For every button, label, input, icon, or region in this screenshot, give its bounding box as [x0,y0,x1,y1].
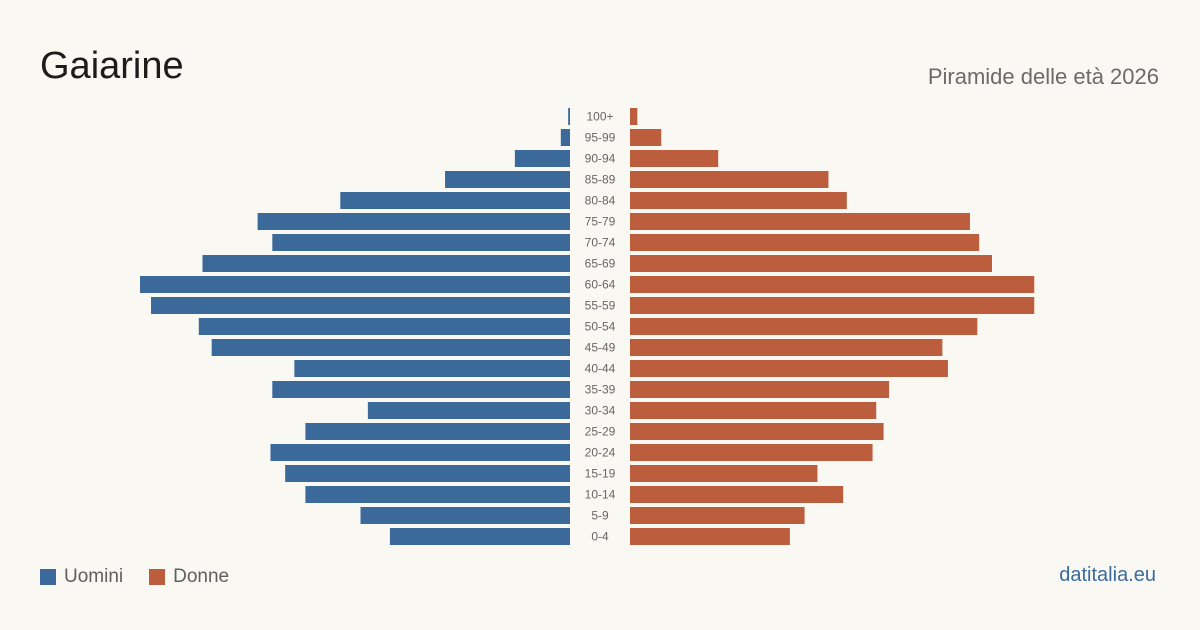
bar-women-90-94 [630,150,719,167]
bar-men-15-19 [285,465,570,482]
bar-men-100plus [568,108,570,125]
bar-women-5-9 [630,507,805,524]
age-label-60-64: 60-64 [585,278,616,292]
bar-women-45-49 [630,339,943,356]
age-label-70-74: 70-74 [585,236,616,250]
age-label-85-89: 85-89 [585,173,616,187]
bar-men-80-84 [340,192,570,209]
brand-link[interactable]: datitalia.eu [1059,564,1156,586]
age-label-0-4: 0-4 [591,530,609,544]
age-label-10-14: 10-14 [585,488,616,502]
bar-men-90-94 [514,150,570,167]
bar-women-100plus [630,108,638,125]
age-label-100plus: 100+ [586,110,613,124]
age-label-20-24: 20-24 [585,446,616,460]
bar-women-70-74 [630,234,980,251]
age-label-35-39: 35-39 [585,383,616,397]
bar-women-55-59 [630,297,1035,314]
legend-item-women: Donne [149,566,229,588]
bar-men-30-34 [367,402,570,419]
bar-men-45-49 [211,339,570,356]
bar-women-80-84 [630,192,847,209]
bar-men-20-24 [270,444,570,461]
age-label-80-84: 80-84 [585,194,616,208]
age-label-50-54: 50-54 [585,320,616,334]
age-label-95-99: 95-99 [585,131,616,145]
bar-men-85-89 [445,171,570,188]
age-label-5-9: 5-9 [591,509,609,523]
age-label-75-79: 75-79 [585,215,616,229]
bar-men-0-4 [389,528,570,545]
chart-legend: Uomini Donne [40,566,229,588]
bar-women-40-44 [630,360,948,377]
bar-women-25-29 [630,423,884,440]
bar-women-35-39 [630,381,890,398]
bar-men-70-74 [272,234,570,251]
page-title: Gaiarine [40,45,184,87]
bar-men-50-54 [198,318,571,335]
age-label-55-59: 55-59 [585,299,616,313]
bar-men-60-64 [140,276,570,293]
age-label-15-19: 15-19 [585,467,616,481]
bar-men-75-79 [257,213,570,230]
bar-men-40-44 [294,360,570,377]
bar-women-95-99 [630,129,662,146]
bar-women-15-19 [630,465,818,482]
bar-men-55-59 [151,297,570,314]
bar-women-30-34 [630,402,877,419]
legend-item-men: Uomini [40,566,123,588]
age-label-65-69: 65-69 [585,257,616,271]
age-label-30-34: 30-34 [585,404,616,418]
bar-women-85-89 [630,171,829,188]
legend-swatch-women [149,569,166,585]
bar-men-10-14 [305,486,570,503]
bar-women-60-64 [630,276,1035,293]
bar-men-25-29 [305,423,570,440]
age-label-90-94: 90-94 [585,152,616,166]
age-label-45-49: 45-49 [585,341,616,355]
legend-label-women: Donne [173,566,230,587]
age-label-25-29: 25-29 [585,425,616,439]
bar-women-65-69 [630,255,993,272]
bar-men-35-39 [272,381,570,398]
bar-men-5-9 [360,507,570,524]
bar-men-95-99 [560,129,570,146]
bar-women-50-54 [630,318,978,335]
bar-women-10-14 [630,486,844,503]
legend-swatch-men [40,569,56,585]
bar-women-75-79 [630,213,970,230]
legend-label-men: Uomini [64,566,124,587]
bar-women-0-4 [630,528,790,545]
chart-subtitle: Piramide delle età 2026 [927,64,1159,89]
age-label-40-44: 40-44 [585,362,616,376]
bar-women-20-24 [630,444,873,461]
bar-men-65-69 [202,255,570,272]
